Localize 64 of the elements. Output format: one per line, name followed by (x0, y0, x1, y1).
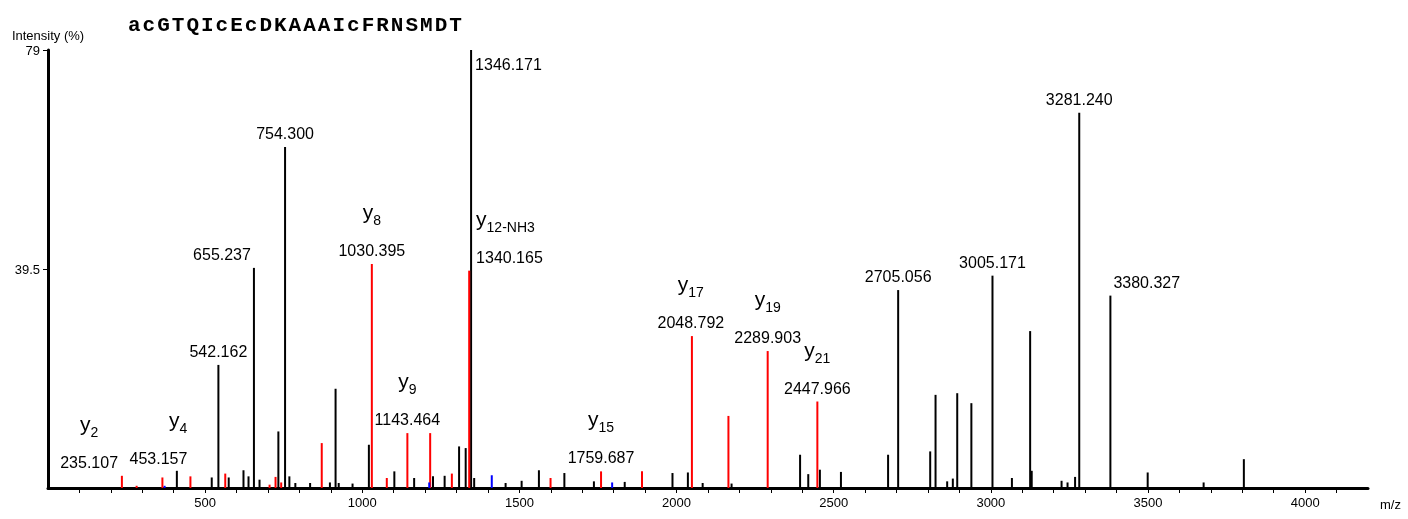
bar (816, 401, 819, 488)
annotation: y$_{12-NH3}$ (476, 207, 535, 235)
bar (370, 264, 373, 488)
bar (135, 485, 138, 488)
bar (600, 471, 603, 488)
bar (320, 443, 323, 488)
annotation: y$_{2}$ (79, 412, 99, 440)
annotation: y$_{8}$ (362, 200, 381, 228)
bar (450, 473, 453, 488)
bar (189, 476, 192, 488)
annotation: 3380.327 (1113, 274, 1181, 292)
x-tick-label: 1500 (504, 495, 534, 510)
bar (766, 351, 769, 488)
annotation: y$_{19}$ (754, 287, 781, 316)
annotation: y$_{15}$ (587, 407, 615, 436)
bar (120, 475, 123, 488)
annotation: 655.237 (193, 246, 251, 264)
x-axis-title: m/z (1380, 497, 1401, 512)
bar (641, 471, 643, 488)
annotation: 1030.395 (338, 242, 406, 260)
annotation: 2048.792 (657, 314, 725, 333)
bar (727, 415, 730, 488)
annotation: 754.300 (256, 125, 314, 144)
annotation: 1143.464 (374, 411, 441, 430)
x-tick-label: 3500 (1133, 495, 1163, 510)
bar (385, 478, 388, 488)
bar (274, 476, 277, 488)
annotation: 453.157 (129, 450, 188, 468)
annotation: 1346.171 (475, 56, 542, 74)
bar (161, 477, 164, 488)
x-tick-label: 3000 (976, 495, 1006, 510)
annotation: 3281.240 (1045, 91, 1113, 109)
bar (490, 475, 493, 488)
annotation: 542.162 (189, 343, 248, 361)
annotation: 1759.687 (567, 449, 635, 468)
bar (468, 270, 471, 488)
y-tick-label: 39.5 (14, 261, 40, 277)
annotation: 3005.171 (959, 254, 1026, 272)
x-tick-label: 2000 (662, 495, 692, 510)
annotation: y$_{4}$ (169, 408, 188, 436)
bar (224, 473, 227, 488)
x-tick-label: 2500 (819, 495, 849, 510)
bar (690, 336, 693, 488)
bar (406, 433, 409, 488)
annotation: 1340.165 (476, 249, 543, 267)
annotation: 2289.903 (734, 329, 802, 348)
bar (429, 433, 432, 488)
chart-title: acGTQIcEcDKAAAIcFRNSMDT (128, 14, 464, 37)
annotation: 2705.056 (864, 268, 932, 287)
bar (611, 482, 614, 488)
bar (549, 478, 552, 488)
y-tick-label: 79 (25, 42, 40, 58)
bar (428, 482, 431, 488)
x-tick-label: 1000 (347, 495, 377, 510)
annotation: y$_{21}$ (804, 337, 831, 366)
x-tick-label: 500 (194, 495, 216, 510)
annotation: y$_{17}$ (677, 272, 704, 301)
annotation: 235.107 (60, 454, 119, 472)
y-axis-title: Intensity (%) (11, 28, 85, 43)
annotation: y$_{9}$ (398, 369, 417, 398)
bar (163, 485, 166, 488)
x-tick-label: 4000 (1290, 495, 1320, 510)
annotation: 2447.966 (783, 379, 851, 398)
bar (280, 482, 283, 488)
